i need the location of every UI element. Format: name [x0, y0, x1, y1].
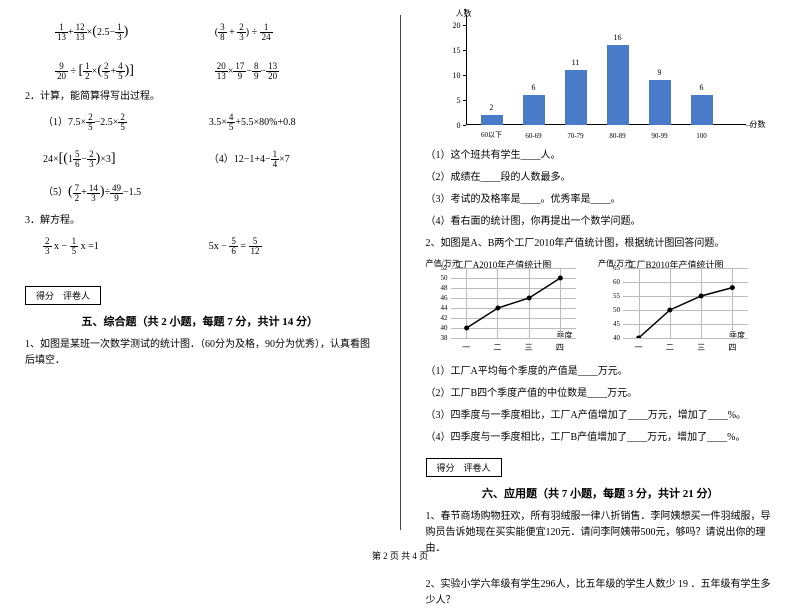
score-box: 得分 评卷人 [25, 286, 375, 305]
q6-2: 2、实验小学六年级有学生296人，比五年级的学生人数少 19 ．五年级有学生多少… [426, 577, 776, 609]
bar-q2: （2）成绩在____段的人数最多。 [426, 170, 776, 186]
bar-q1: （1）这个班共有学生____人。 [426, 148, 776, 164]
bar-chart: 人数 ↑ → 分数 05101520260以下660-691170-791680… [466, 20, 776, 140]
right-column: 人数 ↑ → 分数 05101520260以下660-691170-791680… [401, 0, 800, 545]
prob-row-3: （5）(72+143)÷499−1.5 [25, 183, 375, 202]
section-3-title: 3．解方程。 [25, 213, 375, 229]
bar-q4: （4）看右面的统计图，你再提出一个数学问题。 [426, 214, 776, 230]
line-q4: （4）四季度与一季度相比，工厂B产值增加了____万元，增加了____%。 [426, 430, 776, 446]
q5-1: 1、如图是某班一次数学测试的统计图．（60分为及格，90分为优秀），认真看图后填… [25, 337, 375, 369]
section-6-title: 六、应用题（共 7 小题，每题 3 分，共计 21 分） [426, 485, 776, 501]
left-column: 113+1213×(2.5−13) (38 + 23) ÷ 124 920 ÷ … [0, 0, 400, 545]
section-2-title: 2．计算，能简算得写出过程。 [25, 89, 375, 105]
equation-row: 23 x − 15 x =1 5x − 56 = 512 [25, 237, 375, 256]
line-q3: （3）四季度与一季度相比，工厂A产值增加了____万元，增加了____%。 [426, 408, 776, 424]
prob-row-1: （1）7.5×25−2.5×25 3.5×45+5.5×80%+0.8 [25, 113, 375, 132]
line-q1: （1）工厂A平均每个季度的产值是____万元。 [426, 364, 776, 380]
bar-q3: （3）考试的及格率是____。优秀率是____。 [426, 192, 776, 208]
score-box-2: 得分 评卷人 [426, 458, 776, 477]
section-5-title: 五、综合题（共 2 小题，每题 7 分，共计 14 分） [25, 313, 375, 329]
page-footer: 第 2 页 共 4 页 [0, 549, 800, 562]
line-intro: 2、如图是A、B两个工厂2010年产值统计图，根据统计图回答问题。 [426, 236, 776, 252]
expr-row-1: 113+1213×(2.5−13) (38 + 23) ÷ 124 [25, 23, 375, 42]
line-charts-row: 工厂A2010年产值统计图 产值/万元 季度 3840424446485052一… [426, 258, 776, 358]
line-q2: （2）工厂B四个季度产值的中位数是____万元。 [426, 386, 776, 402]
prob-row-2: 24×[(156−23)×3] （4）12−1+4−14×7 [25, 150, 375, 169]
expr-row-2: 920 ÷ [12×(25+45)] 2013×179−89−1320 [25, 62, 375, 81]
